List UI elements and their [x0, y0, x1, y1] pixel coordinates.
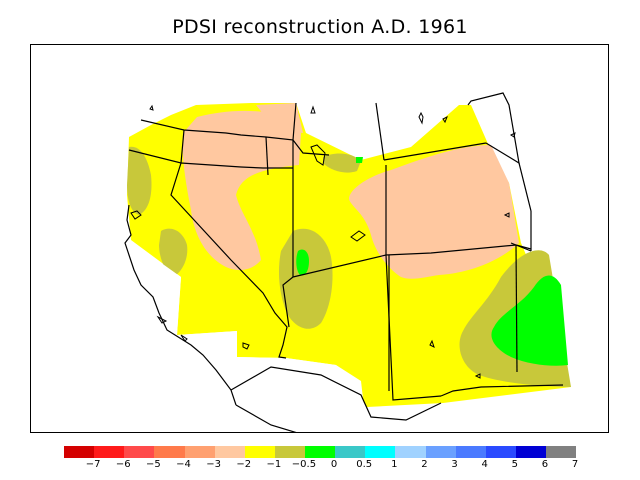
pdsi-field-green-utah	[296, 249, 309, 276]
legend-swatch	[214, 446, 245, 458]
legend-swatch	[515, 446, 546, 458]
legend-swatch	[274, 446, 305, 458]
pdsi-field-green-small	[356, 157, 363, 163]
legend-swatch	[365, 446, 396, 458]
legend-label: 4	[481, 459, 488, 470]
pdsi-field-olive-coast	[127, 146, 152, 215]
legend-label: 6	[541, 459, 549, 470]
pdsi-field-olive-utah	[278, 228, 333, 329]
legend-label: 0	[330, 459, 338, 470]
legend-label: −2	[236, 459, 252, 470]
legend-swatch	[455, 446, 486, 458]
uncovered-area	[31, 240, 237, 432]
legend-swatch	[154, 446, 185, 458]
legend-label: 2	[421, 459, 428, 470]
pdsi-field-olive-top	[323, 153, 361, 173]
legend-swatch	[425, 446, 456, 458]
legend-label: 7	[571, 459, 579, 470]
legend-swatch	[546, 446, 577, 458]
map-frame	[30, 44, 609, 433]
pdsi-field-peach-east	[349, 145, 519, 279]
chart-title: PDSI reconstruction A.D. 1961	[172, 16, 468, 38]
legend-swatch	[305, 446, 336, 458]
pdsi-field-peach-west	[182, 110, 301, 271]
legend-label: −4	[176, 459, 191, 470]
legend-label: 5	[511, 459, 518, 470]
legend-labels: −7 −6 −5 −4 −3 −2 −1 −0.5 0 0.5 1 2 3 4 5 6 7	[0, 459, 640, 473]
legend-label: −5	[145, 459, 161, 470]
legend-label: −1	[266, 459, 282, 470]
legend-label: 0.5	[356, 459, 373, 470]
legend-swatch	[64, 446, 95, 458]
legend-colorbar	[64, 446, 577, 458]
boundaries	[124, 92, 564, 432]
legend-label: −3	[206, 459, 221, 470]
legend-label: −0.5	[291, 459, 317, 470]
legend-swatch	[124, 446, 155, 458]
legend-swatch	[244, 446, 275, 458]
pdsi-map	[31, 92, 571, 432]
legend-label: 1	[391, 459, 398, 470]
legend-swatch	[485, 446, 516, 458]
legend-swatch	[335, 446, 366, 458]
pdsi-field-green-nm	[491, 275, 568, 366]
lakes	[130, 104, 516, 379]
pdsi-field-peach-north	[256, 103, 303, 133]
uncovered-area-2	[221, 357, 367, 432]
legend-label: −7	[85, 459, 101, 470]
legend-label: 3	[451, 459, 458, 470]
pdsi-field-olive-oregon	[159, 228, 188, 277]
legend-swatch	[184, 446, 215, 458]
legend-swatch	[94, 446, 125, 458]
legend-swatch	[395, 446, 426, 458]
legend-label: −6	[115, 459, 131, 470]
